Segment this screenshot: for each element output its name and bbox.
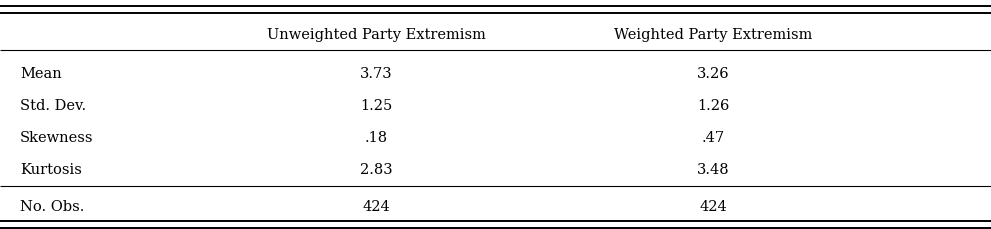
Text: Unweighted Party Extremism: Unweighted Party Extremism — [268, 27, 486, 41]
Text: .18: .18 — [365, 131, 388, 144]
Text: Weighted Party Extremism: Weighted Party Extremism — [614, 27, 813, 41]
Text: Skewness: Skewness — [20, 131, 93, 144]
Text: Mean: Mean — [20, 66, 61, 80]
Text: 3.73: 3.73 — [361, 66, 392, 80]
Text: No. Obs.: No. Obs. — [20, 199, 84, 213]
Text: 424: 424 — [700, 199, 727, 213]
Text: Std. Dev.: Std. Dev. — [20, 98, 86, 112]
Text: 2.83: 2.83 — [361, 163, 392, 176]
Text: 1.26: 1.26 — [698, 98, 729, 112]
Text: 1.25: 1.25 — [361, 98, 392, 112]
Text: 3.48: 3.48 — [698, 163, 729, 176]
Text: 424: 424 — [363, 199, 390, 213]
Text: Kurtosis: Kurtosis — [20, 163, 81, 176]
Text: 3.26: 3.26 — [698, 66, 729, 80]
Text: .47: .47 — [702, 131, 725, 144]
